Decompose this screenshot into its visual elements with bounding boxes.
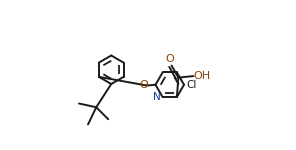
Text: N: N [153,92,161,102]
Text: OH: OH [194,71,211,81]
Text: O: O [165,54,174,64]
Text: O: O [140,81,149,90]
Text: Cl: Cl [187,80,197,90]
